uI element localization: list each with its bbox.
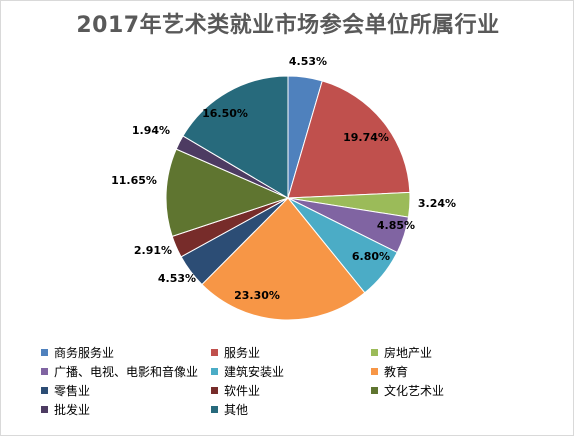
pie-slice — [165, 148, 290, 238]
legend-item: 建筑安装业 — [211, 363, 284, 381]
legend-swatch — [211, 387, 218, 394]
legend-swatch — [371, 387, 378, 394]
legend-label: 建筑安装业 — [224, 365, 285, 379]
slice-data-label: 11.65% — [111, 174, 157, 187]
legend-item: 其他 — [211, 401, 248, 419]
slice-data-label: 19.74% — [343, 131, 389, 144]
legend-label: 商务服务业 — [54, 346, 115, 360]
legend-item: 批发业 — [41, 401, 90, 419]
slice-data-label: 4.85% — [377, 219, 415, 232]
slice-data-label: 6.80% — [352, 250, 390, 263]
chart-title: 2017年艺术类就业市场参会单位所属行业 — [76, 13, 500, 38]
pie-slice — [182, 75, 289, 199]
legend-item: 零售业 — [41, 382, 90, 400]
legend-label: 批发业 — [54, 403, 91, 417]
legend: 商务服务业 服务业 房地产业广播、电视、电影和音像业 建筑安装业 教育零售业 软件业 文化艺… — [41, 344, 574, 434]
legend-swatch — [41, 349, 48, 356]
legend-swatch — [211, 368, 218, 375]
legend-item: 广播、电视、电影和音像业 — [41, 363, 198, 381]
pie-slice — [287, 80, 411, 199]
legend-item: 商务服务业 — [41, 344, 114, 362]
legend-swatch — [371, 368, 378, 375]
slice-data-label: 2.91% — [134, 244, 172, 257]
legend-item: 文化艺术业 — [371, 382, 444, 400]
legend-item: 软件业 — [211, 382, 260, 400]
legend-label: 文化艺术业 — [384, 384, 445, 398]
legend-item: 教育 — [371, 363, 408, 381]
legend-swatch — [211, 406, 218, 413]
legend-label: 零售业 — [54, 384, 91, 398]
legend-label: 房地产业 — [384, 346, 433, 360]
pie-chart: 4.53% 19.74% 3.24%4.85% 6.80% 23.30% 4.53% 2.9… — [111, 55, 456, 321]
slice-data-label: 4.53% — [158, 272, 196, 285]
legend-swatch — [41, 387, 48, 394]
legend-label: 服务业 — [224, 346, 261, 360]
slice-data-label: 23.30% — [234, 289, 280, 302]
legend-swatch — [41, 368, 48, 375]
legend-label: 其他 — [224, 403, 249, 417]
legend-swatch — [371, 349, 378, 356]
legend-label: 教育 — [384, 365, 409, 379]
legend-label: 广播、电视、电影和音像业 — [54, 365, 199, 379]
legend-item: 房地产业 — [371, 344, 432, 362]
legend-swatch — [41, 406, 48, 413]
legend-label: 软件业 — [224, 384, 261, 398]
legend-item: 服务业 — [211, 344, 260, 362]
slice-data-label: 1.94% — [132, 124, 170, 137]
legend-swatch — [211, 349, 218, 356]
pie-slice — [201, 197, 366, 321]
slice-data-label: 4.53% — [289, 55, 327, 68]
slice-data-label: 16.50% — [202, 107, 248, 120]
slice-data-label: 3.24% — [418, 197, 456, 210]
